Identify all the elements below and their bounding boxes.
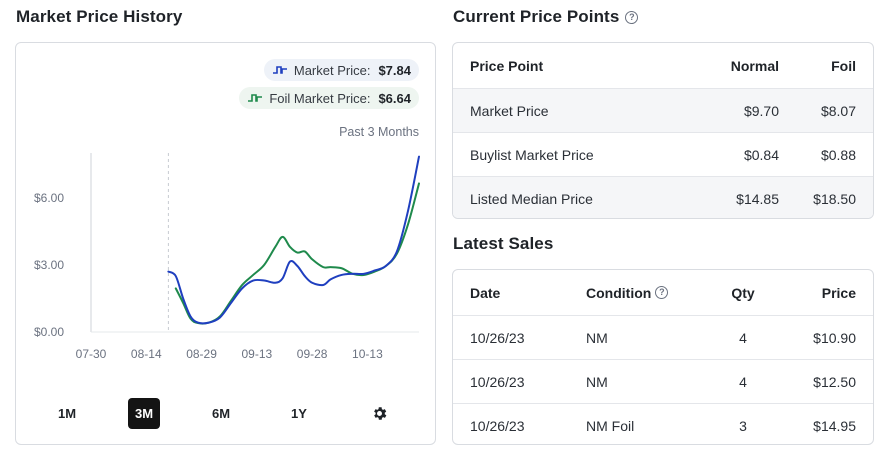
table-header-row: Price Point Normal Foil [453,43,873,88]
current-price-points-title: Current Price Points ? [453,7,639,27]
table-row: 10/26/23 NM Foil 3 $14.95 [453,403,873,444]
x-tick-label: 08-29 [186,347,217,361]
normal-price: $0.84 [743,146,779,163]
question-circle-icon[interactable]: ? [655,286,669,299]
question-circle-icon[interactable]: ? [625,10,639,24]
legend-foil-market-price[interactable]: Foil Market Price: $6.64 [239,87,419,109]
column-header-price-point: Price Point [470,57,544,74]
foil-line-icon [248,94,263,102]
x-tick-label: 08-14 [131,347,162,361]
current-price-points-table: Price Point Normal Foil Market Price $9.… [452,42,874,219]
legend-market-value: $7.84 [378,62,411,78]
latest-sales-title: Latest Sales [453,234,554,253]
table-row: Market Price $9.70 $8.07 [453,88,873,132]
market-price-history-title: Market Price History [16,7,183,26]
range-label: Past 3 Months [339,125,419,139]
price-history-card: $0.00 $3.00 $6.00 07-30 08-14 08-29 09-13 09-28… [15,42,436,445]
normal-price: $14.85 [736,190,779,207]
y-tick-label: $0.00 [34,325,64,339]
legend-foil-value: $6.64 [378,90,411,106]
foil-price: $0.88 [820,146,856,163]
current-price-points-heading: Current Price Points [453,7,620,26]
sale-date: 10/26/23 [470,329,525,346]
range-button-1m[interactable]: 1M [51,398,83,429]
column-header-condition: Condition ? [586,270,669,315]
table-row: Buylist Market Price $0.84 $0.88 [453,132,873,176]
foil-price: $18.50 [813,190,856,207]
sale-price: $14.95 [813,417,856,434]
table-header-row: Date Condition ? Qty Price [453,270,873,315]
foil-market-price-line [174,182,420,325]
legend-market-label: Market Price: [293,62,371,78]
price-point-name: Listed Median Price [470,190,593,207]
column-header-normal: Normal [730,57,779,74]
sale-qty: 4 [739,373,747,390]
x-tick-label: 09-28 [297,347,328,361]
sale-qty: 3 [739,417,747,434]
x-tick-label: 10-13 [352,347,383,361]
condition-header-label: Condition [586,284,652,301]
market-price-line [167,155,420,325]
market-line-icon [272,66,287,74]
sale-date: 10/26/23 [470,373,525,390]
sale-price: $10.90 [813,329,856,346]
column-header-date: Date [470,284,501,301]
price-point-name: Buylist Market Price [470,146,594,163]
sale-condition: NM [586,373,608,390]
legend-foil-label: Foil Market Price: [269,90,371,106]
table-row: Listed Median Price $14.85 $18.50 [453,176,873,218]
price-point-name: Market Price [470,102,549,119]
sale-price: $12.50 [813,373,856,390]
range-button-1y[interactable]: 1Y [283,398,315,429]
table-row: 10/26/23 NM 4 $10.90 [453,315,873,359]
sale-condition: NM Foil [586,417,635,434]
chart-settings-button[interactable] [363,398,395,429]
gear-icon [373,407,386,420]
sale-condition: NM [586,329,608,346]
latest-sales-table: Date Condition ? Qty Price 10/26/23 NM 4… [452,269,874,445]
x-tick-label: 09-13 [241,347,272,361]
x-tick-label: 07-30 [76,347,107,361]
sale-qty: 4 [739,329,747,346]
column-header-price: Price [821,284,856,301]
price-history-chart: $0.00 $3.00 $6.00 07-30 08-14 08-29 09-13 09-28… [34,153,420,361]
range-button-3m[interactable]: 3M [128,398,160,429]
foil-price: $8.07 [820,102,856,119]
column-header-qty: Qty [731,284,755,301]
sale-date: 10/26/23 [470,417,525,434]
range-button-6m[interactable]: 6M [205,398,237,429]
table-row: 10/26/23 NM 4 $12.50 [453,359,873,403]
y-tick-label: $3.00 [34,258,64,272]
legend-market-price[interactable]: Market Price: $7.84 [263,59,419,81]
column-header-foil: Foil [831,57,856,74]
normal-price: $9.70 [743,102,779,119]
y-tick-label: $6.00 [34,191,64,205]
